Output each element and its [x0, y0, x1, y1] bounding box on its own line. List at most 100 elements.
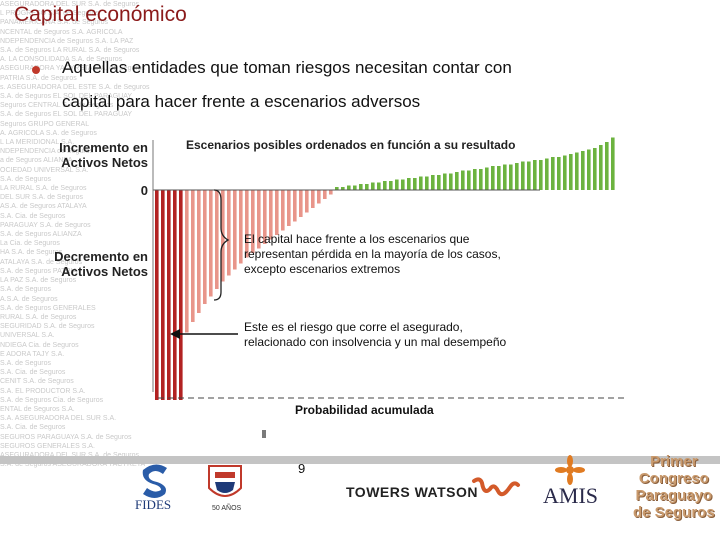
bar-positive — [503, 164, 507, 190]
bullet-text-line-2: capital para hacer frente a escenarios a… — [62, 92, 421, 111]
zero-label: 0 — [140, 183, 148, 198]
background-text-line: OCIEDAD UNIVERSAL S.A. — [0, 166, 89, 174]
bar-positive — [353, 185, 357, 190]
background-text-line: PATRIA S.A. de Seguros — [0, 74, 77, 82]
bar-negative — [281, 190, 285, 231]
bar-negative — [197, 190, 201, 313]
bar-positive — [569, 154, 573, 190]
congress-logo-line-2: Congreso — [638, 470, 709, 487]
background-text-line: SEGUROS GENERALES S.A. — [0, 442, 95, 450]
bar-positive — [485, 167, 489, 190]
bar-positive — [599, 145, 603, 190]
bar-negative — [257, 190, 261, 249]
towers-watson-logo-icon — [472, 477, 520, 497]
fifty-years-logo-text: 50 AÑOS — [212, 505, 242, 512]
background-text-line: S.A. de Seguros PATRIA — [0, 267, 78, 275]
bar-negative — [185, 190, 189, 333]
background-text-line: Seguros CENTRAL S.A. de Seguros — [0, 102, 114, 110]
bar-positive — [557, 157, 561, 190]
bar-positive — [443, 173, 447, 190]
background-text-line: E ADORA TAJY S.A. — [0, 350, 65, 358]
bar-positive — [377, 182, 381, 190]
background-text-line: S.A. ASEGURADORA DEL SUR S.A. — [0, 415, 117, 423]
bar-positive — [515, 163, 519, 190]
bar-positive — [509, 164, 513, 190]
background-text-line: S.A. de Seguros — [0, 175, 51, 183]
bar-negative — [251, 190, 255, 253]
background-text-line: S.A. de Seguros ASEGURADORA YACYRETA — [0, 461, 146, 469]
bar-negative — [269, 190, 273, 240]
bar-positive — [581, 151, 585, 190]
background-text-line: S.A. de Seguros EL SOL DEL PARAGUAY — [0, 111, 133, 119]
background-text-line: RURAL S.A. de Seguros — [0, 313, 77, 321]
background-text-line: a de Seguros ALIANZA — [0, 157, 73, 165]
bar-negative — [167, 190, 171, 400]
fides-logo-text: FIDES — [135, 497, 172, 512]
background-text-line: SEGUROS PARAGUAYA S.A. de Seguros — [0, 433, 132, 441]
towers-watson-logo-text: TOWERS WATSON — [346, 484, 478, 500]
bar-positive — [551, 157, 555, 190]
footer-tick-mark — [262, 430, 266, 438]
background-text-line: A.S.A. de Seguros — [0, 295, 58, 303]
bar-positive — [455, 172, 459, 190]
congress-logo-line-4: de Seguros — [633, 504, 715, 521]
brace-shape — [213, 189, 230, 301]
bar-negative — [209, 190, 213, 297]
bar-positive — [461, 170, 465, 190]
bar-negative — [329, 190, 333, 195]
bar-positive — [605, 142, 609, 190]
bar-positive — [467, 170, 471, 190]
bar-positive — [347, 185, 351, 190]
bar-positive — [359, 184, 363, 190]
background-text-line: Seguros GRUPO GENERAL — [0, 120, 90, 128]
bar-positive — [563, 155, 567, 190]
bar-negative — [179, 190, 183, 400]
slide-title: Capital económico — [14, 3, 187, 26]
bar-negative — [311, 190, 315, 208]
background-text-line: LA RURAL S.A. de Seguros — [0, 185, 87, 193]
background-text-line: NDIEGA Cia. de Seguros — [0, 341, 79, 349]
background-text-line: PARAGUAY S.A. de Seguros — [0, 221, 91, 229]
arrow-head — [170, 329, 180, 339]
fifty-years-logo-icon — [208, 465, 242, 497]
bar-positive — [593, 148, 597, 190]
bar-positive — [587, 149, 591, 190]
fides-logo-icon — [142, 464, 167, 498]
background-text-line: ASEGURADORA DEL SUR S.A. de Seguros — [0, 451, 155, 460]
bar-positive — [335, 187, 339, 190]
background-text-line: ATALAYA S.A. de Seguros — [0, 258, 82, 266]
background-text-line: S.A. de Seguros — [0, 286, 51, 294]
note-1-line-1: El capital hace frente a los escenarios … — [244, 232, 470, 246]
bar-negative — [173, 190, 177, 400]
background-text-line: S.A. de Seguros ALIANZA — [0, 231, 82, 239]
bar-positive — [395, 179, 399, 190]
background-text-line: AS.A. de Seguros ATALAYA — [0, 203, 87, 211]
background-text-line: S.A. de Seguros Cia. de Seguros — [0, 396, 104, 404]
note-1-line-2: representan pérdida en la mayoría de los… — [244, 247, 501, 261]
bar-positive — [365, 184, 369, 190]
background-text-line: S.A. EL PRODUCTOR S.A. — [0, 387, 86, 395]
amis-logo-text: AMIS — [543, 483, 599, 508]
bar-positive — [437, 175, 441, 190]
congress-logo-line-3: Paraguayo — [635, 487, 713, 504]
bar-negative — [239, 190, 243, 264]
bar-negative — [203, 190, 207, 304]
bar-positive — [389, 181, 393, 190]
background-text-line: PANAMERICANA S.A. de Seguros — [0, 19, 109, 27]
bar-positive — [539, 160, 543, 190]
bar-positive — [545, 158, 549, 190]
page-number: 9 — [298, 461, 306, 476]
background-text-line: NCENTAL de Seguros S.A. AGRICOLA — [0, 28, 123, 36]
background-text-line: S.A. Cia. de Seguros — [0, 212, 66, 220]
bar-positive — [371, 182, 375, 190]
bar-negative — [287, 190, 291, 226]
bar-positive — [419, 176, 423, 190]
bar-negative — [161, 190, 165, 400]
bar-positive — [521, 161, 525, 190]
background-text-line: CENIT S.A. de Seguros — [0, 378, 74, 386]
bullet-text-line-1: Aquellas entidades que toman riesgos nec… — [62, 58, 512, 77]
bar-positive — [611, 137, 615, 190]
bar-negative — [275, 190, 279, 235]
bar-negative — [305, 190, 309, 213]
bar-series — [155, 137, 615, 400]
